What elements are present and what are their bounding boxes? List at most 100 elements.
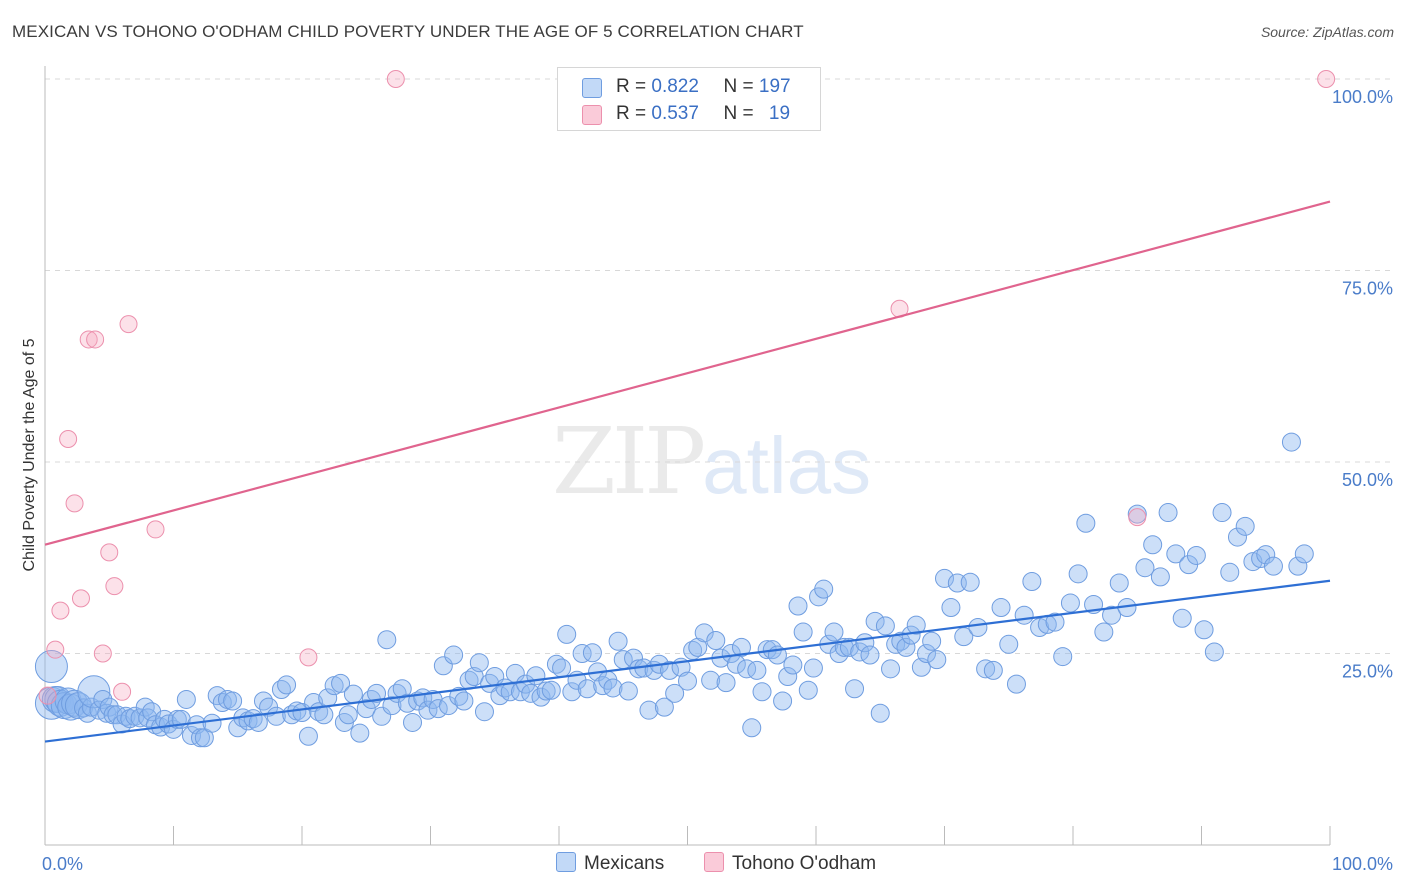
tohono-point (1128, 508, 1147, 527)
mexicans-point (1158, 503, 1178, 523)
mexicans-point (521, 683, 541, 703)
mexicans-point (968, 617, 988, 637)
mexicans-point (1109, 573, 1129, 593)
mexicans-point (1006, 674, 1026, 694)
mexicans-point (618, 681, 638, 701)
mexicans-point (603, 678, 623, 698)
legend-label: Tohono O'odham (732, 853, 877, 874)
mexicans-point (469, 653, 489, 673)
mexicans-point (1294, 544, 1314, 564)
tohono-point (86, 330, 105, 349)
mexicans-trend-line (44, 579, 1331, 743)
tohono-swatch (582, 105, 602, 125)
mexicans-point (1288, 556, 1308, 576)
mexicans-point (608, 631, 628, 651)
tohono-point (119, 315, 138, 334)
axes (44, 66, 1331, 846)
trend-lines (44, 200, 1331, 743)
mexicans-point (228, 718, 248, 738)
mexicans-swatch (556, 852, 576, 872)
mexicans-point (202, 713, 222, 733)
legend-label: Mexicans (584, 853, 665, 874)
mexicans-point (1166, 544, 1186, 564)
mexicans-point (694, 623, 714, 643)
mexicans-point (1014, 605, 1034, 625)
mexicans-point (701, 670, 721, 690)
mexicans-point (941, 598, 961, 618)
mexicans-point (747, 660, 767, 680)
tohono-swatch (704, 852, 724, 872)
mexicans-point (935, 568, 954, 588)
y-tick-label: 75.0% (1342, 279, 1393, 299)
mexicans-point (731, 637, 751, 657)
mexicans-point (870, 703, 890, 723)
n-value: 197 (758, 76, 791, 97)
mexicans-point (536, 681, 556, 701)
mexicans-point (298, 726, 318, 746)
y-tick-label: 50.0% (1342, 470, 1393, 490)
tohono-point (46, 640, 65, 659)
mexicans-point (444, 645, 464, 665)
mexicans-point (372, 706, 392, 726)
mexicans-point (557, 624, 577, 644)
mexicans-point (331, 673, 351, 693)
tohono-point (51, 601, 70, 620)
series-legend: Mexicans Tohono O'odham (0, 850, 1406, 880)
r-label: R = (616, 103, 647, 124)
mexicans-point (839, 637, 859, 657)
n-value: 19 (768, 103, 791, 124)
mexicans-point (377, 630, 397, 650)
tohono-point (1317, 70, 1336, 88)
n-label: N = (723, 103, 754, 124)
tohono-point (105, 577, 124, 596)
mexicans-point (1102, 605, 1122, 625)
mexicans-point (798, 680, 818, 700)
n-label: N = (723, 76, 754, 97)
mexicans-point (418, 700, 438, 720)
legend-item-tohono: Tohono O'odham (704, 852, 876, 875)
tohono-point (146, 520, 165, 539)
legend-item-mexicans: Mexicans (556, 852, 664, 875)
mexicans-point (1263, 556, 1283, 576)
tohono-point (38, 686, 57, 705)
mexicans-point (350, 723, 370, 743)
r-label: R = (616, 76, 647, 97)
mexicans-point (1220, 562, 1240, 582)
mexicans-point (922, 631, 942, 651)
tohono-point (113, 682, 132, 701)
mexicans-point (356, 699, 376, 719)
mexicans-point (665, 683, 685, 703)
mexicans-point (433, 656, 453, 676)
mexicans-point (716, 673, 736, 693)
mexicans-point (660, 660, 680, 680)
mexicans-point (803, 658, 823, 678)
mexicans-point (1212, 503, 1232, 523)
mexicans-point (338, 705, 358, 725)
mexicans-point (176, 689, 196, 709)
tohono-point (71, 589, 90, 608)
mexicans-point (1045, 612, 1065, 632)
mexicans-point (1256, 545, 1276, 565)
mexicans-point (572, 644, 592, 663)
mexicans-point (788, 596, 808, 616)
tohono-point (93, 644, 112, 663)
mexicans-point (706, 630, 726, 650)
mexicans-point (1235, 516, 1255, 536)
mexicans-point (1030, 617, 1050, 637)
mexicans-point (541, 680, 561, 700)
mexicans-point (875, 616, 895, 636)
mexicans-point (403, 712, 423, 732)
tohono-point (386, 70, 405, 88)
mexicans-point (1227, 527, 1247, 547)
mexicans-point (793, 622, 813, 642)
mexicans-point (77, 675, 111, 709)
mexicans-point (678, 671, 697, 691)
mexicans-point (1194, 620, 1214, 640)
tohono-points (38, 70, 1336, 705)
mexicans-point (960, 572, 980, 592)
mexicans-point (742, 718, 762, 738)
mexicans-point (248, 712, 268, 732)
mexicans-point (1135, 558, 1155, 578)
mexicans-point (688, 637, 708, 657)
mexicans-point (824, 622, 844, 642)
